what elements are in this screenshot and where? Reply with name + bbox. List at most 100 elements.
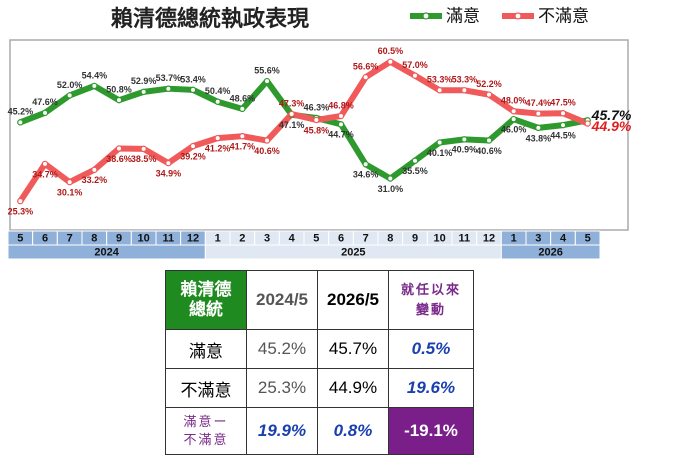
table-row: 不滿意 25.3% 44.9% 19.6% [165, 368, 474, 408]
value-label: 33.2% [82, 175, 108, 185]
x-tick-label: 8 [91, 232, 97, 244]
value-label: 45.8% [304, 125, 330, 135]
cell: 19.6% [388, 368, 474, 408]
data-point [140, 88, 147, 96]
value-label: 53.7% [156, 73, 182, 83]
value-label: 43.8% [526, 133, 552, 143]
data-point [214, 134, 221, 142]
table-row: 滿意ー 不滿意 19.9% 0.8% -19.1% [165, 407, 474, 455]
data-point [362, 74, 369, 81]
legend-label: 滿意 [446, 6, 480, 25]
x-tick-label: 5 [17, 232, 23, 244]
value-label: 48.0% [501, 96, 527, 106]
value-label: 41.2% [205, 144, 231, 154]
value-label: 48.6% [230, 93, 256, 103]
x-tick-label: 12 [483, 232, 495, 244]
value-label: 54.4% [82, 70, 108, 80]
data-point [535, 124, 542, 132]
data-point [337, 121, 345, 128]
x-tick-label: 11 [459, 232, 471, 244]
value-label: 50.8% [106, 85, 132, 95]
table-header: 賴清德 總統 2024/5 2026/5 就任以來 變動 [165, 270, 474, 330]
row-label: 滿意 [165, 329, 247, 369]
x-tick-label: 7 [363, 232, 369, 244]
value-label: 34.7% [32, 169, 58, 179]
data-point [165, 159, 172, 167]
x-tick-label: 4 [289, 232, 296, 244]
data-point [66, 178, 73, 186]
value-label: 56.6% [353, 62, 379, 72]
cell: 19.9% [246, 407, 318, 455]
x-tick-label: 10 [434, 232, 446, 244]
value-label: 38.6% [106, 154, 132, 164]
data-point [485, 91, 493, 98]
value-label: 47.1% [279, 120, 305, 130]
data-point [436, 87, 443, 94]
value-label: 53.3% [452, 75, 478, 85]
x-tick-label: 9 [412, 232, 418, 244]
x-tick-label: 1 [511, 232, 517, 244]
x-tick-label: 10 [138, 232, 150, 244]
data-point [189, 86, 197, 94]
data-point [17, 119, 24, 126]
value-label: 40.6% [254, 146, 280, 156]
cell: 45.2% [246, 329, 318, 369]
legend-marker [514, 12, 522, 20]
data-point [387, 175, 394, 182]
value-label: 55.6% [254, 66, 280, 76]
value-label: 38.5% [131, 154, 157, 164]
cell: 45.7% [317, 329, 389, 369]
data-point [411, 157, 419, 164]
value-label: 46.8% [328, 100, 354, 110]
value-label: 46.3% [304, 102, 330, 112]
value-label: 44.5% [550, 130, 576, 140]
data-point [91, 166, 98, 174]
data-point [337, 112, 345, 120]
value-label: 52.2% [476, 79, 502, 89]
header-cell: 2024/5 [246, 270, 318, 330]
value-label: 34.6% [353, 170, 379, 180]
year-cell [500, 244, 601, 260]
data-point [485, 137, 493, 144]
data-point [17, 197, 24, 205]
x-tick-label: 5 [585, 232, 591, 244]
value-label: 35.5% [402, 166, 428, 176]
cell: 25.3% [246, 368, 318, 408]
data-point [436, 139, 443, 146]
data-point [387, 58, 394, 65]
cell: 0.5% [388, 329, 474, 369]
value-label: 30.1% [57, 187, 83, 197]
value-label: 53.4% [180, 74, 206, 84]
value-label: 57.0% [402, 60, 428, 70]
data-point [66, 92, 73, 99]
x-tick-label: 1 [215, 232, 221, 244]
value-label: 40.6% [476, 146, 502, 156]
data-point [239, 132, 246, 140]
data-point [559, 121, 567, 129]
x-tick-label: 5 [313, 232, 319, 244]
x-tick-label: 11 [163, 232, 175, 244]
chart-frame [9, 39, 629, 231]
data-point [510, 108, 517, 115]
value-label: 41.7% [230, 142, 256, 152]
value-label: 25.3% [8, 206, 34, 216]
value-label: 45.7% [591, 107, 632, 123]
value-label: 39.2% [180, 151, 206, 161]
data-point [535, 110, 542, 117]
table-row: 滿意 45.2% 45.7% 0.5% [165, 329, 474, 369]
data-point [140, 145, 147, 153]
x-tick-label: 7 [67, 232, 73, 244]
data-point [263, 77, 271, 85]
legend-label: 不滿意 [538, 6, 589, 25]
data-point [510, 115, 517, 123]
x-tick-label: 6 [42, 232, 48, 244]
value-label: 53.3% [427, 75, 453, 85]
value-label: 50.4% [205, 86, 231, 96]
year-label: 2026 [538, 246, 562, 258]
data-point [362, 161, 369, 168]
data-point [313, 116, 320, 124]
value-label: 52.0% [57, 80, 83, 90]
data-point [214, 98, 221, 105]
value-label: 60.5% [378, 46, 404, 56]
